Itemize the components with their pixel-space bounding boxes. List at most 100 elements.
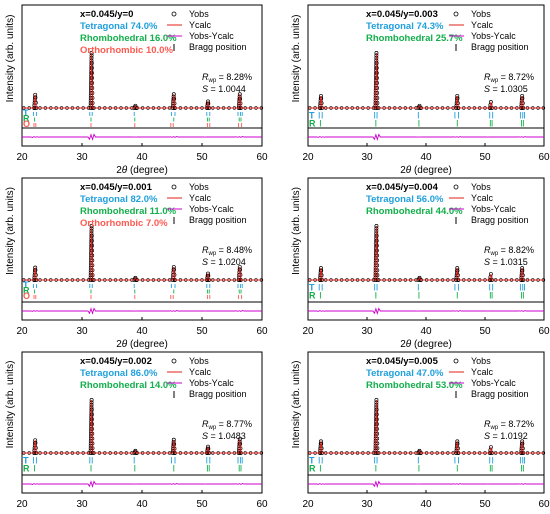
panel-2: 20 30 40 50 60 Intensity (arb. units) 2θ (degr… — [291, 4, 550, 176]
calc-line — [22, 399, 262, 454]
phase-fraction: Tetragonal 56.0% — [366, 194, 444, 205]
rwp-stat: Rwp = 8.48% — [202, 245, 252, 257]
diff-line — [22, 480, 262, 488]
phase-fraction: Rhombohedral 16.0% — [80, 33, 177, 44]
x-tick-label: 30 — [361, 326, 373, 337]
x-tick-label: 30 — [76, 152, 88, 163]
phase-letter-R: R — [309, 464, 316, 474]
x-tick-label: 20 — [16, 499, 28, 510]
rwp-stat: Rwp = 8.28% — [202, 72, 252, 84]
sample-label: x=0.045/y=0.001 — [80, 182, 153, 193]
legend-obs: Yobs — [471, 182, 491, 192]
phase-fraction: Orthorhombic 7.0% — [80, 218, 168, 229]
s-stat: S = 1.0483 — [202, 431, 246, 441]
phase-letter-O: O — [23, 291, 30, 301]
legend-obs-icon — [453, 358, 459, 364]
s-stat: S = 1.0044 — [202, 84, 246, 94]
s-stat: S = 1.0204 — [202, 257, 246, 267]
x-tick-label: 40 — [420, 152, 432, 163]
x-tick-label: 60 — [538, 326, 550, 337]
phase-fraction: Tetragonal 82.0% — [80, 194, 158, 205]
legend-calc: Ycalc — [189, 193, 212, 203]
legend-obs-icon — [171, 11, 177, 17]
legend-calc: Ycalc — [189, 367, 212, 377]
x-tick-label: 40 — [136, 152, 148, 163]
y-axis-label: Intensity (arb. units) — [291, 15, 302, 103]
phase-fraction: Tetragonal 47.0% — [366, 368, 444, 379]
obs-point — [133, 103, 138, 108]
phase-fraction: Tetragonal 74.3% — [366, 21, 444, 32]
x-tick-label: 30 — [361, 152, 373, 163]
phase-fraction: Orthorhombic 10.0% — [80, 45, 173, 56]
x-tick-label: 30 — [76, 499, 88, 510]
legend-diff: Yobs-Ycalc — [189, 204, 234, 214]
sample-label: x=0.045/y=0 — [80, 9, 133, 20]
x-tick-label: 20 — [302, 499, 314, 510]
x-tick-label: 60 — [256, 152, 268, 163]
calc-line — [308, 399, 544, 454]
legend-obs: Yobs — [471, 356, 491, 366]
x-tick-label: 50 — [196, 326, 208, 337]
panel-6: 20 30 40 50 60 Intensity (arb. units) TRx=0.04… — [291, 351, 550, 510]
phase-letter-R: R — [23, 114, 30, 124]
y-axis-label: Intensity (arb. units) — [5, 361, 16, 449]
x-axis-label: 2θ (degree) — [116, 165, 168, 176]
phase-letter-T: T — [23, 456, 29, 466]
x-tick-label: 50 — [479, 326, 491, 337]
x-tick-label: 20 — [16, 326, 28, 337]
legend-diff: Yobs-Ycalc — [189, 378, 234, 388]
y-axis-label: Intensity (arb. units) — [291, 187, 302, 275]
diff-line — [308, 480, 544, 488]
legend-obs: Yobs — [189, 9, 209, 19]
x-axis-label: 2θ (degree) — [116, 339, 168, 350]
legend-bragg: Bragg position — [471, 215, 529, 225]
legend-bragg: Bragg position — [189, 389, 247, 399]
phase-letter-T: T — [23, 108, 29, 118]
rwp-stat: Rwp = 8.82% — [484, 245, 534, 257]
calc-line — [308, 225, 544, 281]
legend-bragg: Bragg position — [471, 42, 529, 52]
x-tick-label: 50 — [196, 152, 208, 163]
phase-letter-O: O — [23, 119, 30, 129]
x-axis-label: 2θ (degree) — [400, 165, 452, 176]
legend-obs: Yobs — [471, 9, 491, 19]
obs-point — [417, 275, 422, 280]
rwp-stat: Rwp = 8.72% — [484, 419, 534, 431]
sample-label: x=0.045/y=0.004 — [366, 182, 439, 193]
x-tick-label: 50 — [479, 499, 491, 510]
x-tick-label: 40 — [136, 326, 148, 337]
legend-obs-icon — [171, 358, 177, 364]
panel-4: 20 30 40 50 60 Intensity (arb. units) 2θ (degr… — [291, 177, 550, 350]
legend-obs-icon — [453, 11, 459, 17]
obs-point — [417, 448, 422, 453]
phase-letter-T: T — [309, 456, 315, 466]
y-axis-label: Intensity (arb. units) — [291, 361, 302, 449]
x-tick-label: 50 — [479, 152, 491, 163]
phase-letter-R: R — [23, 464, 30, 474]
phase-fraction: Rhombohedral 25.7% — [366, 33, 463, 44]
phase-letter-T: T — [309, 283, 315, 293]
x-tick-label: 40 — [420, 326, 432, 337]
calc-line — [308, 52, 544, 109]
legend-obs-icon — [453, 184, 459, 190]
phase-letter-R: R — [23, 286, 30, 296]
x-tick-label: 20 — [302, 152, 314, 163]
obs-point — [133, 275, 138, 280]
s-stat: S = 1.0315 — [484, 257, 528, 267]
x-tick-label: 20 — [16, 152, 28, 163]
s-stat: S = 1.0192 — [484, 431, 528, 441]
legend-bragg: Bragg position — [189, 215, 247, 225]
legend-calc: Ycalc — [471, 193, 494, 203]
legend-calc: Ycalc — [189, 20, 212, 30]
phase-fraction: Rhombohedral 53.0% — [366, 380, 463, 391]
sample-label: x=0.045/y=0.002 — [80, 356, 152, 367]
panel-3: 20 30 40 50 60 Intensity (arb. units) 2θ (degr… — [5, 177, 268, 350]
phase-letter-R: R — [309, 119, 316, 129]
phase-fraction: Rhombohedral 11.0% — [80, 206, 177, 217]
x-tick-label: 30 — [76, 326, 88, 337]
rwp-stat: Rwp = 8.77% — [202, 419, 252, 431]
legend-diff: Yobs-Ycalc — [471, 31, 516, 41]
phase-letter-T: T — [23, 280, 29, 290]
x-tick-label: 30 — [361, 499, 373, 510]
sample-label: x=0.045/y=0.005 — [366, 356, 439, 367]
